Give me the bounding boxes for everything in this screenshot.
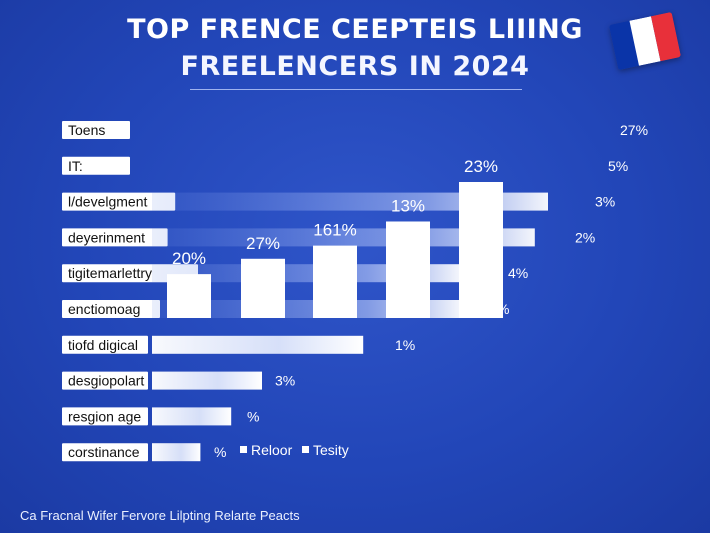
row-label-box [62,192,176,211]
title-underline [190,89,522,90]
row-label-box [62,335,148,354]
row-label-box [62,407,148,426]
row-bar [152,228,535,247]
row-layer: Toens 27% IT: 5% l/develgment 3% deyerinment 2%… [62,121,648,462]
row-label-box [62,443,148,462]
row-category-label: deyerinment [68,229,145,245]
row-bar [152,192,548,211]
row-label-box [62,300,160,318]
row-bar [152,264,460,283]
legend-label: Reloor [251,442,293,458]
column-bar [167,274,211,318]
row-bar [152,407,232,426]
row-value-label: 3% [275,373,295,389]
chart-title-line2: FREELENCERS IN 2024 [180,51,530,82]
row-bar [152,300,460,318]
row-label-box [62,121,130,139]
chart-title-line1: TOP FRENCE CEEPTEIS LIIING [127,14,583,45]
column-value-label: 23% [464,157,498,176]
column-bar [386,221,430,318]
row-category-label: desgiopolart [68,373,144,389]
row-value-label: % [247,408,259,424]
column-layer: 20% 27% 161% 13% 23% Reloor Tesity [167,157,503,458]
row-category-label: Toens [68,122,105,138]
row-value-label: % [214,444,226,460]
column-value-label: 161% [313,221,356,240]
row-bar [152,443,201,462]
row-category-label: tigitemarlettry [68,265,152,281]
legend-swatch [240,446,247,453]
row-bar [152,371,262,390]
column-bar [313,245,357,318]
row-value-label: 27% [620,122,648,138]
row-value-label: 4% [508,265,528,281]
row-bar [152,335,364,354]
row-label-box [62,371,148,390]
column-value-label: 13% [391,196,425,215]
legend: Reloor Tesity [240,442,349,458]
legend-label: Tesity [313,442,349,458]
row-category-label: IT: [68,158,83,174]
row-category-label: resgion age [68,408,141,424]
row-category-label: enctiomoag [68,301,140,317]
row-value-label: 5% [608,158,628,174]
row-category-label: tiofd digical [68,337,138,353]
column-value-label: 20% [172,249,206,268]
row-value-label: 1% [395,337,415,353]
column-value-label: 27% [246,234,280,253]
column-bar [241,258,285,318]
row-category-label: l/develgment [68,194,147,210]
row-category-label: corstinance [68,444,140,460]
chart-footer-note: Ca Fracnal Wifer Fervore Lilpting Relart… [20,508,300,523]
column-bar [459,182,503,318]
legend-swatch [302,446,309,453]
row-value-label: 3% [595,194,615,210]
row-label-box [62,156,130,175]
row-label-box [62,228,168,247]
row-value-label: 2% [575,229,595,245]
